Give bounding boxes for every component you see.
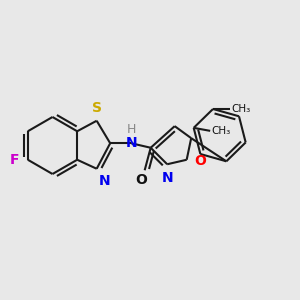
Text: N: N xyxy=(99,174,111,188)
Text: CH₃: CH₃ xyxy=(231,104,250,114)
Text: H: H xyxy=(127,123,136,136)
Text: O: O xyxy=(135,173,147,187)
Text: O: O xyxy=(194,154,206,168)
Text: F: F xyxy=(10,153,20,167)
Text: S: S xyxy=(92,101,102,115)
Text: CH₃: CH₃ xyxy=(212,126,231,136)
Text: N: N xyxy=(125,136,137,150)
Text: N: N xyxy=(161,171,173,185)
